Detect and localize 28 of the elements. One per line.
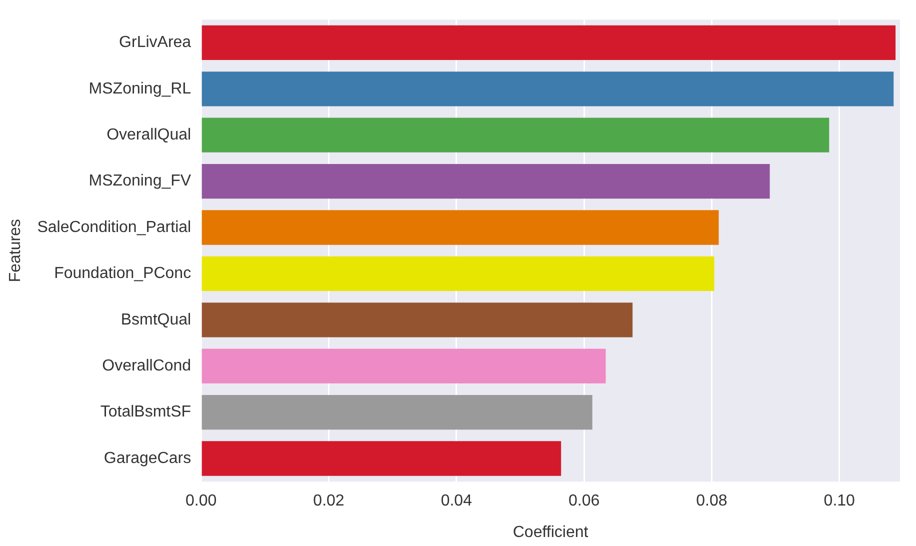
bar (202, 210, 719, 245)
x-tick-label: 0.00 (186, 492, 217, 510)
y-tick-label: MSZoning_RL (88, 80, 192, 98)
x-axis-title: Coefficient (512, 524, 589, 541)
bar (202, 25, 896, 60)
bar (202, 302, 633, 338)
y-tick-label: GarageCars (104, 450, 192, 467)
x-tick-label: 0.06 (568, 492, 600, 510)
bar (202, 441, 562, 476)
y-tick-label: TotalBsmtSF (100, 404, 192, 421)
x-tick-label: 0.02 (313, 492, 344, 510)
y-tick-label: MSZoning_FV (88, 172, 192, 190)
y-tick-label: GrLivArea (119, 34, 192, 52)
bar (202, 256, 714, 292)
x-tick-label: 0.08 (696, 492, 728, 510)
bar (202, 394, 592, 430)
x-tick-label: 0.10 (824, 492, 856, 510)
bar (202, 348, 606, 384)
x-tick-label: 0.04 (440, 492, 472, 510)
y-tick-label: BsmtQual (120, 311, 192, 328)
bar (202, 118, 830, 152)
y-tick-label: OverallQual (106, 126, 192, 144)
bar (202, 72, 894, 106)
y-tick-label: OverallCond (102, 358, 192, 375)
y-tick-label: Foundation_PConc (54, 265, 192, 282)
y-tick-label: SaleCondition_Partial (37, 218, 192, 236)
bar (202, 164, 770, 199)
y-axis-title: Features (7, 219, 24, 282)
